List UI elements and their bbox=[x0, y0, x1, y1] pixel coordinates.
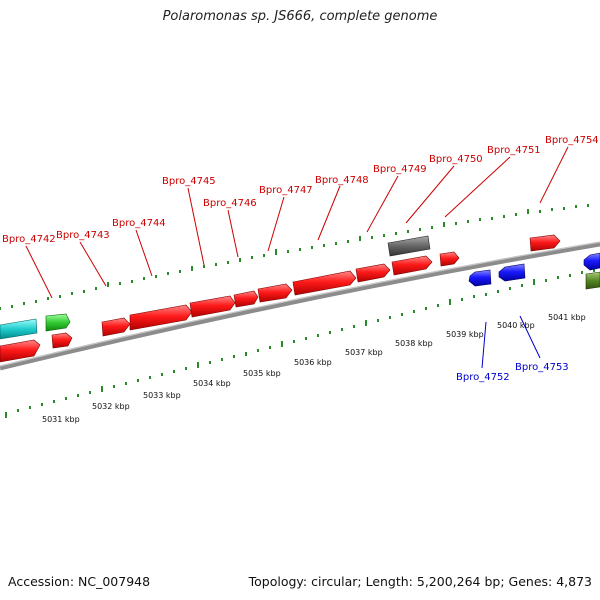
reverse-genes bbox=[468, 252, 600, 287]
outer-tick-row bbox=[0, 204, 589, 310]
genome-summary: Topology: circular; Length: 5,200,264 bp… bbox=[248, 574, 592, 589]
genome-backbone bbox=[0, 241, 600, 371]
gene-bpro-4745 bbox=[189, 295, 236, 318]
gene-label[interactable]: Bpro_4753 bbox=[515, 362, 569, 373]
forward-genes bbox=[0, 234, 561, 363]
gene-bpro-4744 bbox=[129, 304, 193, 331]
gene-bpro-4747 bbox=[257, 283, 293, 303]
gene-label[interactable]: Bpro_4750 bbox=[429, 154, 483, 165]
forward-label-leaders bbox=[25, 146, 569, 299]
gene-bpro-4750 bbox=[391, 255, 433, 276]
gene-bpro-4754 bbox=[529, 234, 561, 252]
gene-bpro-4742 bbox=[45, 313, 71, 332]
gene-bpro-4753 bbox=[498, 263, 526, 282]
ruler-label: 5036 kbp bbox=[294, 358, 332, 367]
ruler-label: 5039 kbp bbox=[446, 330, 484, 339]
gene-label[interactable]: Bpro_4748 bbox=[315, 175, 369, 186]
other-features bbox=[0, 235, 600, 340]
gene-reverse-edge bbox=[583, 252, 600, 271]
gene-label[interactable]: Bpro_4749 bbox=[373, 164, 427, 175]
gene-forward-a bbox=[51, 332, 73, 349]
reverse-label-leaders bbox=[481, 315, 541, 369]
ruler-label: 5038 kbp bbox=[395, 339, 433, 348]
gene-label[interactable]: Bpro_4747 bbox=[259, 185, 313, 196]
gene-forward-b bbox=[0, 339, 41, 363]
gene-bpro-4752 bbox=[468, 269, 492, 287]
gene-label[interactable]: Bpro_4745 bbox=[162, 176, 216, 187]
ruler-label: 5032 kbp bbox=[92, 402, 130, 411]
gene-label[interactable]: Bpro_4743 bbox=[56, 230, 110, 241]
gene-bpro-4746 bbox=[233, 290, 259, 308]
ruler-label: 5035 kbp bbox=[243, 369, 281, 378]
ruler-label: 5033 kbp bbox=[143, 391, 181, 400]
ruler-label: 5041 kbp bbox=[548, 313, 586, 322]
accession-label: Accession: NC_007948 bbox=[8, 574, 151, 589]
gene-bpro-4751 bbox=[439, 251, 460, 267]
gray-feature bbox=[387, 235, 431, 257]
gene-bpro-4748 bbox=[292, 270, 357, 296]
ruler-label: 5031 kbp bbox=[42, 415, 80, 424]
gene-bpro-4749 bbox=[355, 263, 391, 283]
map-title: Polaromonas sp. JS666, complete genome bbox=[162, 9, 438, 24]
gene-label[interactable]: Bpro_4754 bbox=[545, 135, 599, 146]
gene-bpro-4743 bbox=[101, 317, 131, 337]
gene-label[interactable]: Bpro_4744 bbox=[112, 218, 166, 229]
ruler-label: 5040 kbp bbox=[497, 321, 535, 330]
ruler-label: 5037 kbp bbox=[345, 348, 383, 357]
olive-feature bbox=[585, 271, 600, 290]
ruler-label: 5034 kbp bbox=[193, 379, 231, 388]
gene-label[interactable]: Bpro_4746 bbox=[203, 198, 257, 209]
inner-tick-row bbox=[5, 269, 595, 418]
gene-label[interactable]: Bpro_4742 bbox=[2, 234, 56, 245]
gene-label[interactable]: Bpro_4752 bbox=[456, 372, 510, 383]
gene-label[interactable]: Bpro_4751 bbox=[487, 145, 541, 156]
teal-feature bbox=[0, 318, 38, 340]
